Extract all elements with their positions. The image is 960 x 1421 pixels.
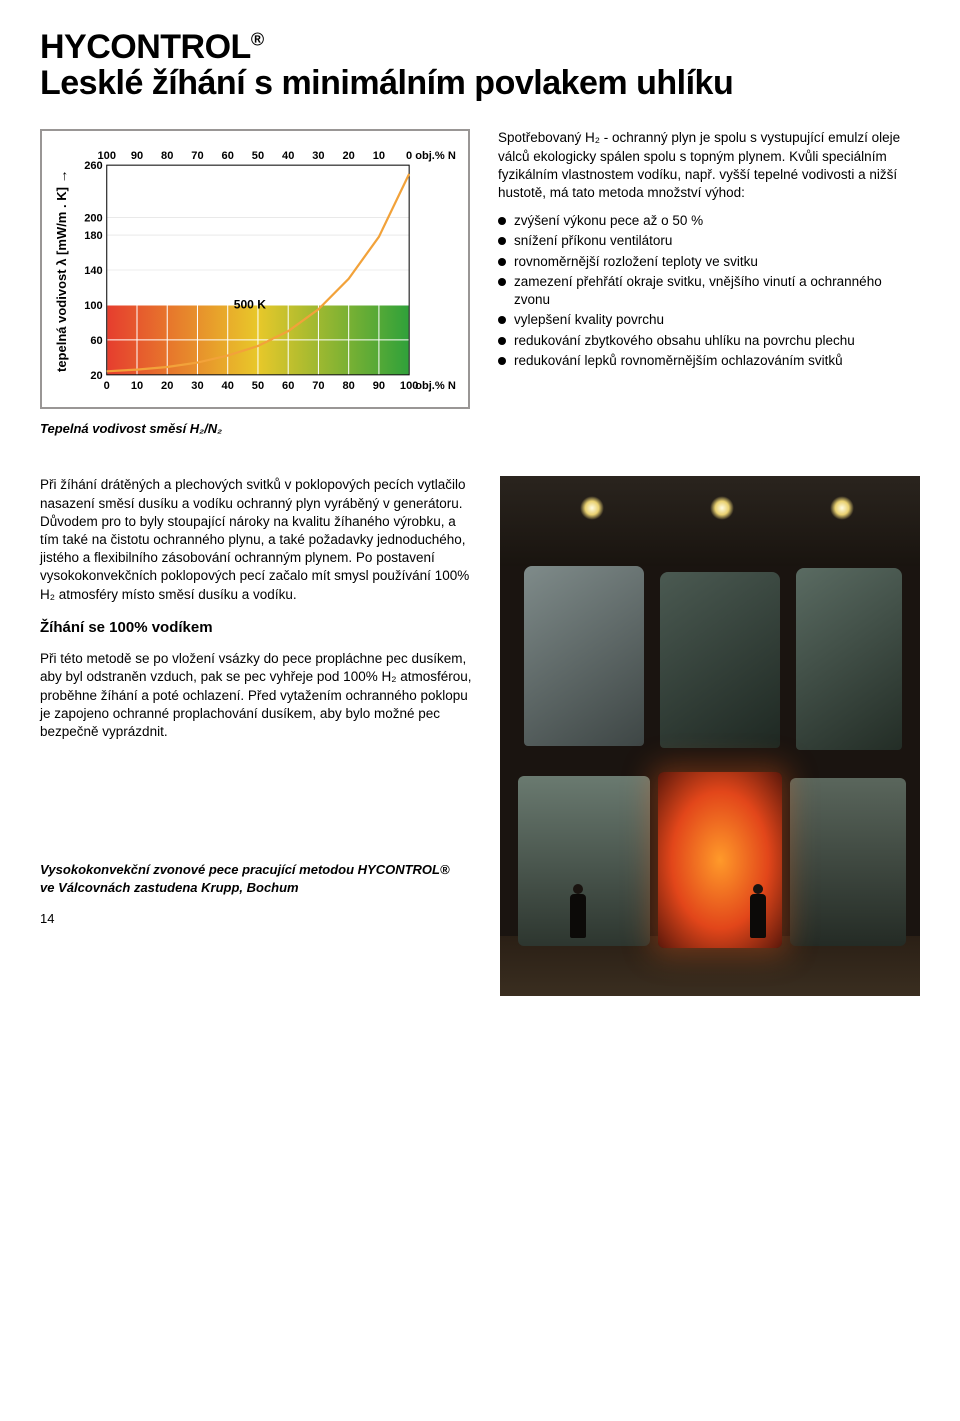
svg-text:100: 100 [84,300,102,312]
furnace-hood [660,572,780,748]
person-silhouette [750,894,766,938]
title-line1: HYCONTROL [40,28,251,66]
svg-text:obj.% N₂: obj.% N₂ [415,380,456,392]
svg-text:90: 90 [373,380,385,392]
furnace-photo [500,476,920,996]
intro-paragraph: Spotřebovaný H₂ - ochranný plyn je spolu… [498,129,920,202]
photo-caption: Vysokokonvekční zvonové pece pracující m… [40,861,472,896]
chart-inner: 2060100140180200260010203040506070809010… [72,145,456,397]
title-line2: Lesklé žíhání s minimálním povlakem uhlí… [40,64,733,102]
advantage-item: vylepšení kvality povrchu [498,311,920,329]
svg-text:40: 40 [222,380,234,392]
svg-text:20: 20 [90,370,102,382]
svg-text:100: 100 [98,150,116,162]
svg-text:70: 70 [312,380,324,392]
svg-text:60: 60 [90,335,102,347]
svg-text:140: 140 [84,265,102,277]
body-text: Při žíhání drátěných a plechových svitků… [40,476,472,996]
page-title: HYCONTROL® Lesklé žíhání s minimálním po… [40,30,920,101]
advantage-item: zvýšení výkonu pece až o 50 % [498,212,920,230]
intro-column: Spotřebovaný H₂ - ochranný plyn je spolu… [498,129,920,409]
svg-text:30: 30 [312,150,324,162]
svg-text:0: 0 [406,150,412,162]
svg-text:60: 60 [222,150,234,162]
photo-column [500,476,920,996]
svg-text:50: 50 [252,380,264,392]
body-para-2: Při této metodě se po vložení vsázky do … [40,650,472,741]
svg-text:80: 80 [343,380,355,392]
svg-text:80: 80 [161,150,173,162]
furnace-hood [796,568,902,750]
svg-text:90: 90 [131,150,143,162]
svg-text:20: 20 [343,150,355,162]
registered-mark: ® [251,30,264,50]
advantage-item: snížení příkonu ventilátoru [498,232,920,250]
advantage-item: zamezení přehřátí okraje svitku, vnějšíh… [498,273,920,309]
svg-text:70: 70 [191,150,203,162]
svg-text:30: 30 [191,380,203,392]
person-silhouette [570,894,586,938]
svg-text:obj.% N₂: obj.% N₂ [415,150,456,162]
advantage-item: rovnoměrnější rozložení teploty ve svitk… [498,253,920,271]
chart-caption: Tepelná vodivost směsí H₂/N₂ [40,421,920,436]
y-axis-label: tepelná vodivost λ [mW/m . K] → [52,145,72,397]
advantages-list: zvýšení výkonu pece až o 50 % snížení pří… [498,212,920,370]
svg-text:0: 0 [104,380,110,392]
svg-text:10: 10 [131,380,143,392]
svg-text:60: 60 [282,380,294,392]
svg-text:180: 180 [84,230,102,242]
mid-row: Při žíhání drátěných a plechových svitků… [40,476,920,996]
section-heading: Žíhání se 100% vodíkem [40,618,472,638]
svg-text:500 K: 500 K [234,298,267,312]
chart-box: tepelná vodivost λ [mW/m . K] → 20601001… [40,129,470,409]
furnace-tank [790,778,906,946]
svg-text:50: 50 [252,150,264,162]
furnace-hood [524,566,644,746]
photo-ceiling [500,476,920,566]
chart-wrap: tepelná vodivost λ [mW/m . K] → 20601001… [52,145,456,397]
advantage-item: redukování lepků rovnoměrnějším ochlazov… [498,352,920,370]
svg-text:40: 40 [282,150,294,162]
top-row: tepelná vodivost λ [mW/m . K] → 20601001… [40,129,920,409]
svg-text:20: 20 [161,380,173,392]
page-number: 14 [40,910,472,928]
chart-svg: 2060100140180200260010203040506070809010… [72,145,456,397]
svg-text:10: 10 [373,150,385,162]
advantage-item: redukování zbytkového obsahu uhlíku na p… [498,332,920,350]
svg-text:200: 200 [84,213,102,225]
body-para-1: Při žíhání drátěných a plechových svitků… [40,476,472,604]
